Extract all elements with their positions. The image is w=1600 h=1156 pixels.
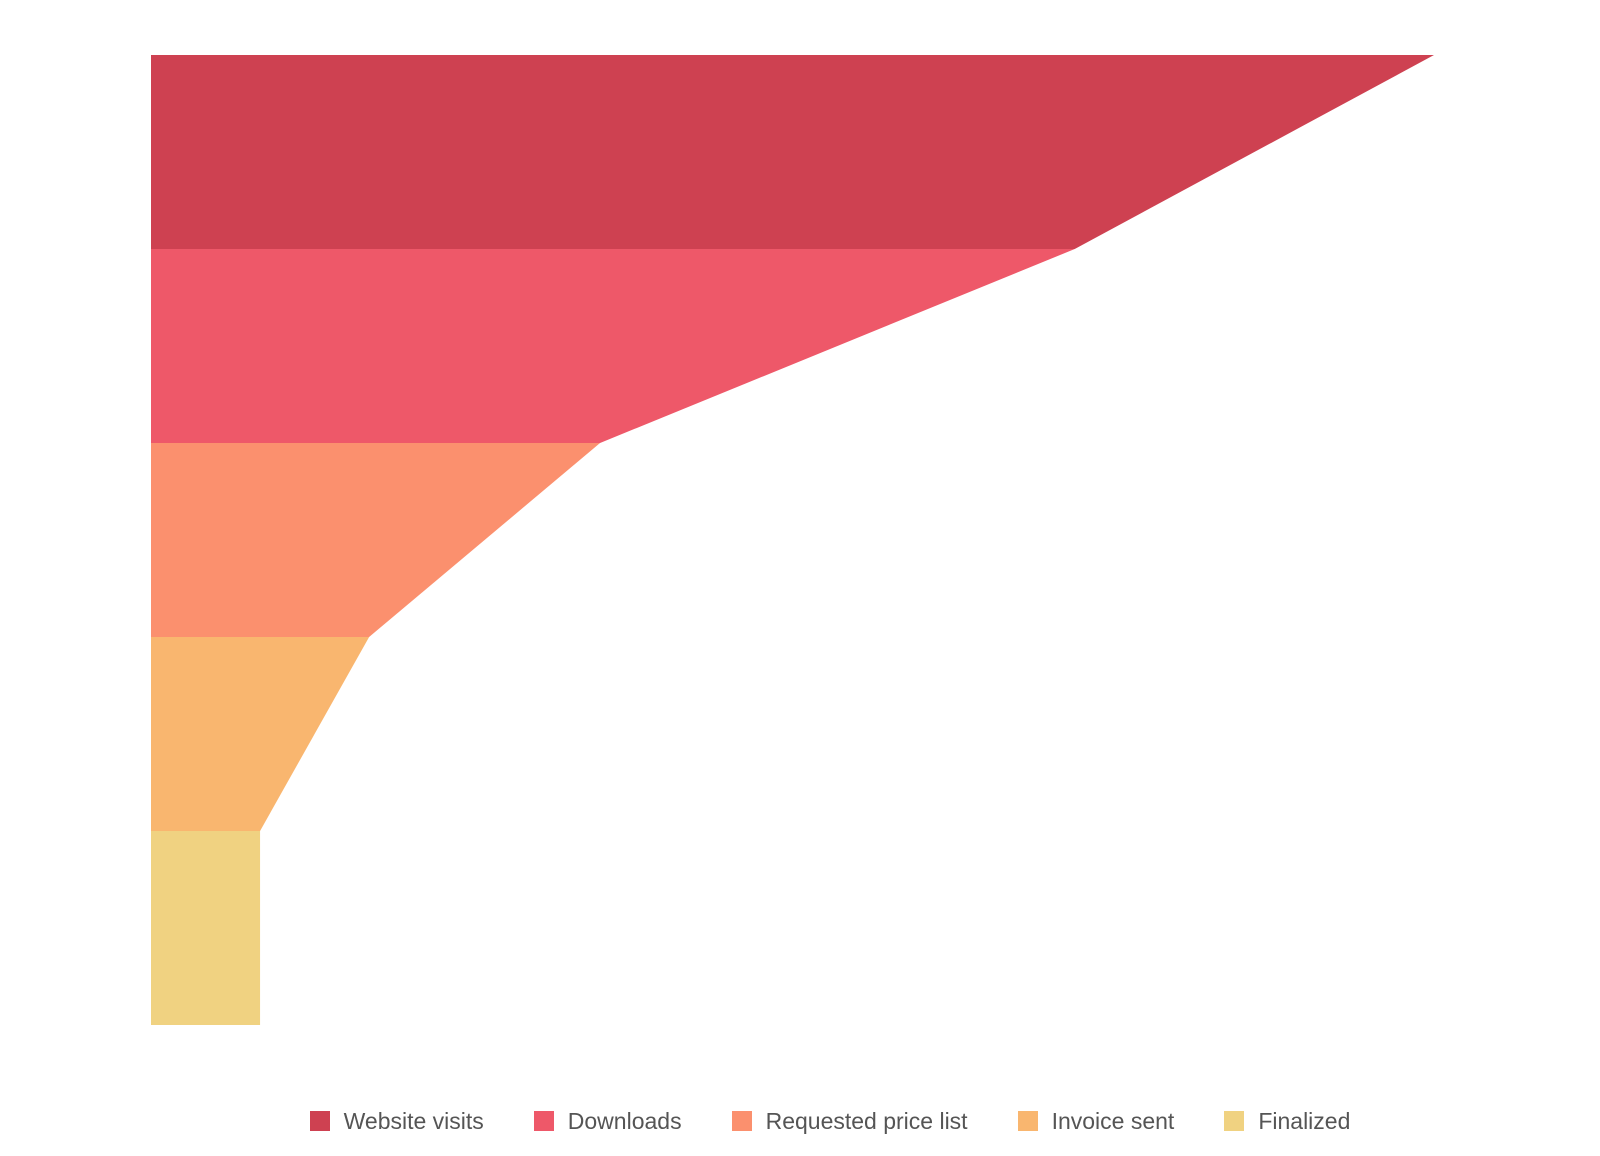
legend-item-requested-price-list[interactable]: Requested price list bbox=[731, 1107, 968, 1135]
legend-label: Finalized bbox=[1258, 1107, 1351, 1134]
legend-item-downloads[interactable]: Downloads bbox=[533, 1107, 682, 1135]
legend-item-invoice-sent[interactable]: Invoice sent bbox=[1017, 1107, 1175, 1135]
funnel-stage-website-visits[interactable] bbox=[151, 55, 1434, 249]
legend-item-website-visits[interactable]: Website visits bbox=[309, 1107, 484, 1135]
legend-swatch bbox=[1017, 1111, 1038, 1131]
funnel-stages bbox=[151, 55, 1434, 1025]
funnel-stage-requested-price-list[interactable] bbox=[151, 443, 601, 637]
legend-swatch bbox=[309, 1111, 330, 1131]
legend-label: Website visits bbox=[343, 1107, 484, 1134]
funnel-stage-finalized[interactable] bbox=[151, 831, 261, 1025]
legend-label: Invoice sent bbox=[1051, 1107, 1175, 1134]
funnel-stage-invoice-sent[interactable] bbox=[151, 637, 370, 831]
legend-swatch bbox=[731, 1111, 752, 1131]
legend-swatch bbox=[533, 1111, 554, 1131]
legend-label: Downloads bbox=[567, 1107, 682, 1134]
legend-item-finalized[interactable]: Finalized bbox=[1224, 1108, 1350, 1135]
chart-legend: Website visits Downloads Requested price l… bbox=[0, 1101, 1600, 1141]
legend-swatch bbox=[1224, 1111, 1245, 1131]
funnel-stage-downloads[interactable] bbox=[151, 249, 1075, 443]
legend-label: Requested price list bbox=[765, 1107, 968, 1134]
